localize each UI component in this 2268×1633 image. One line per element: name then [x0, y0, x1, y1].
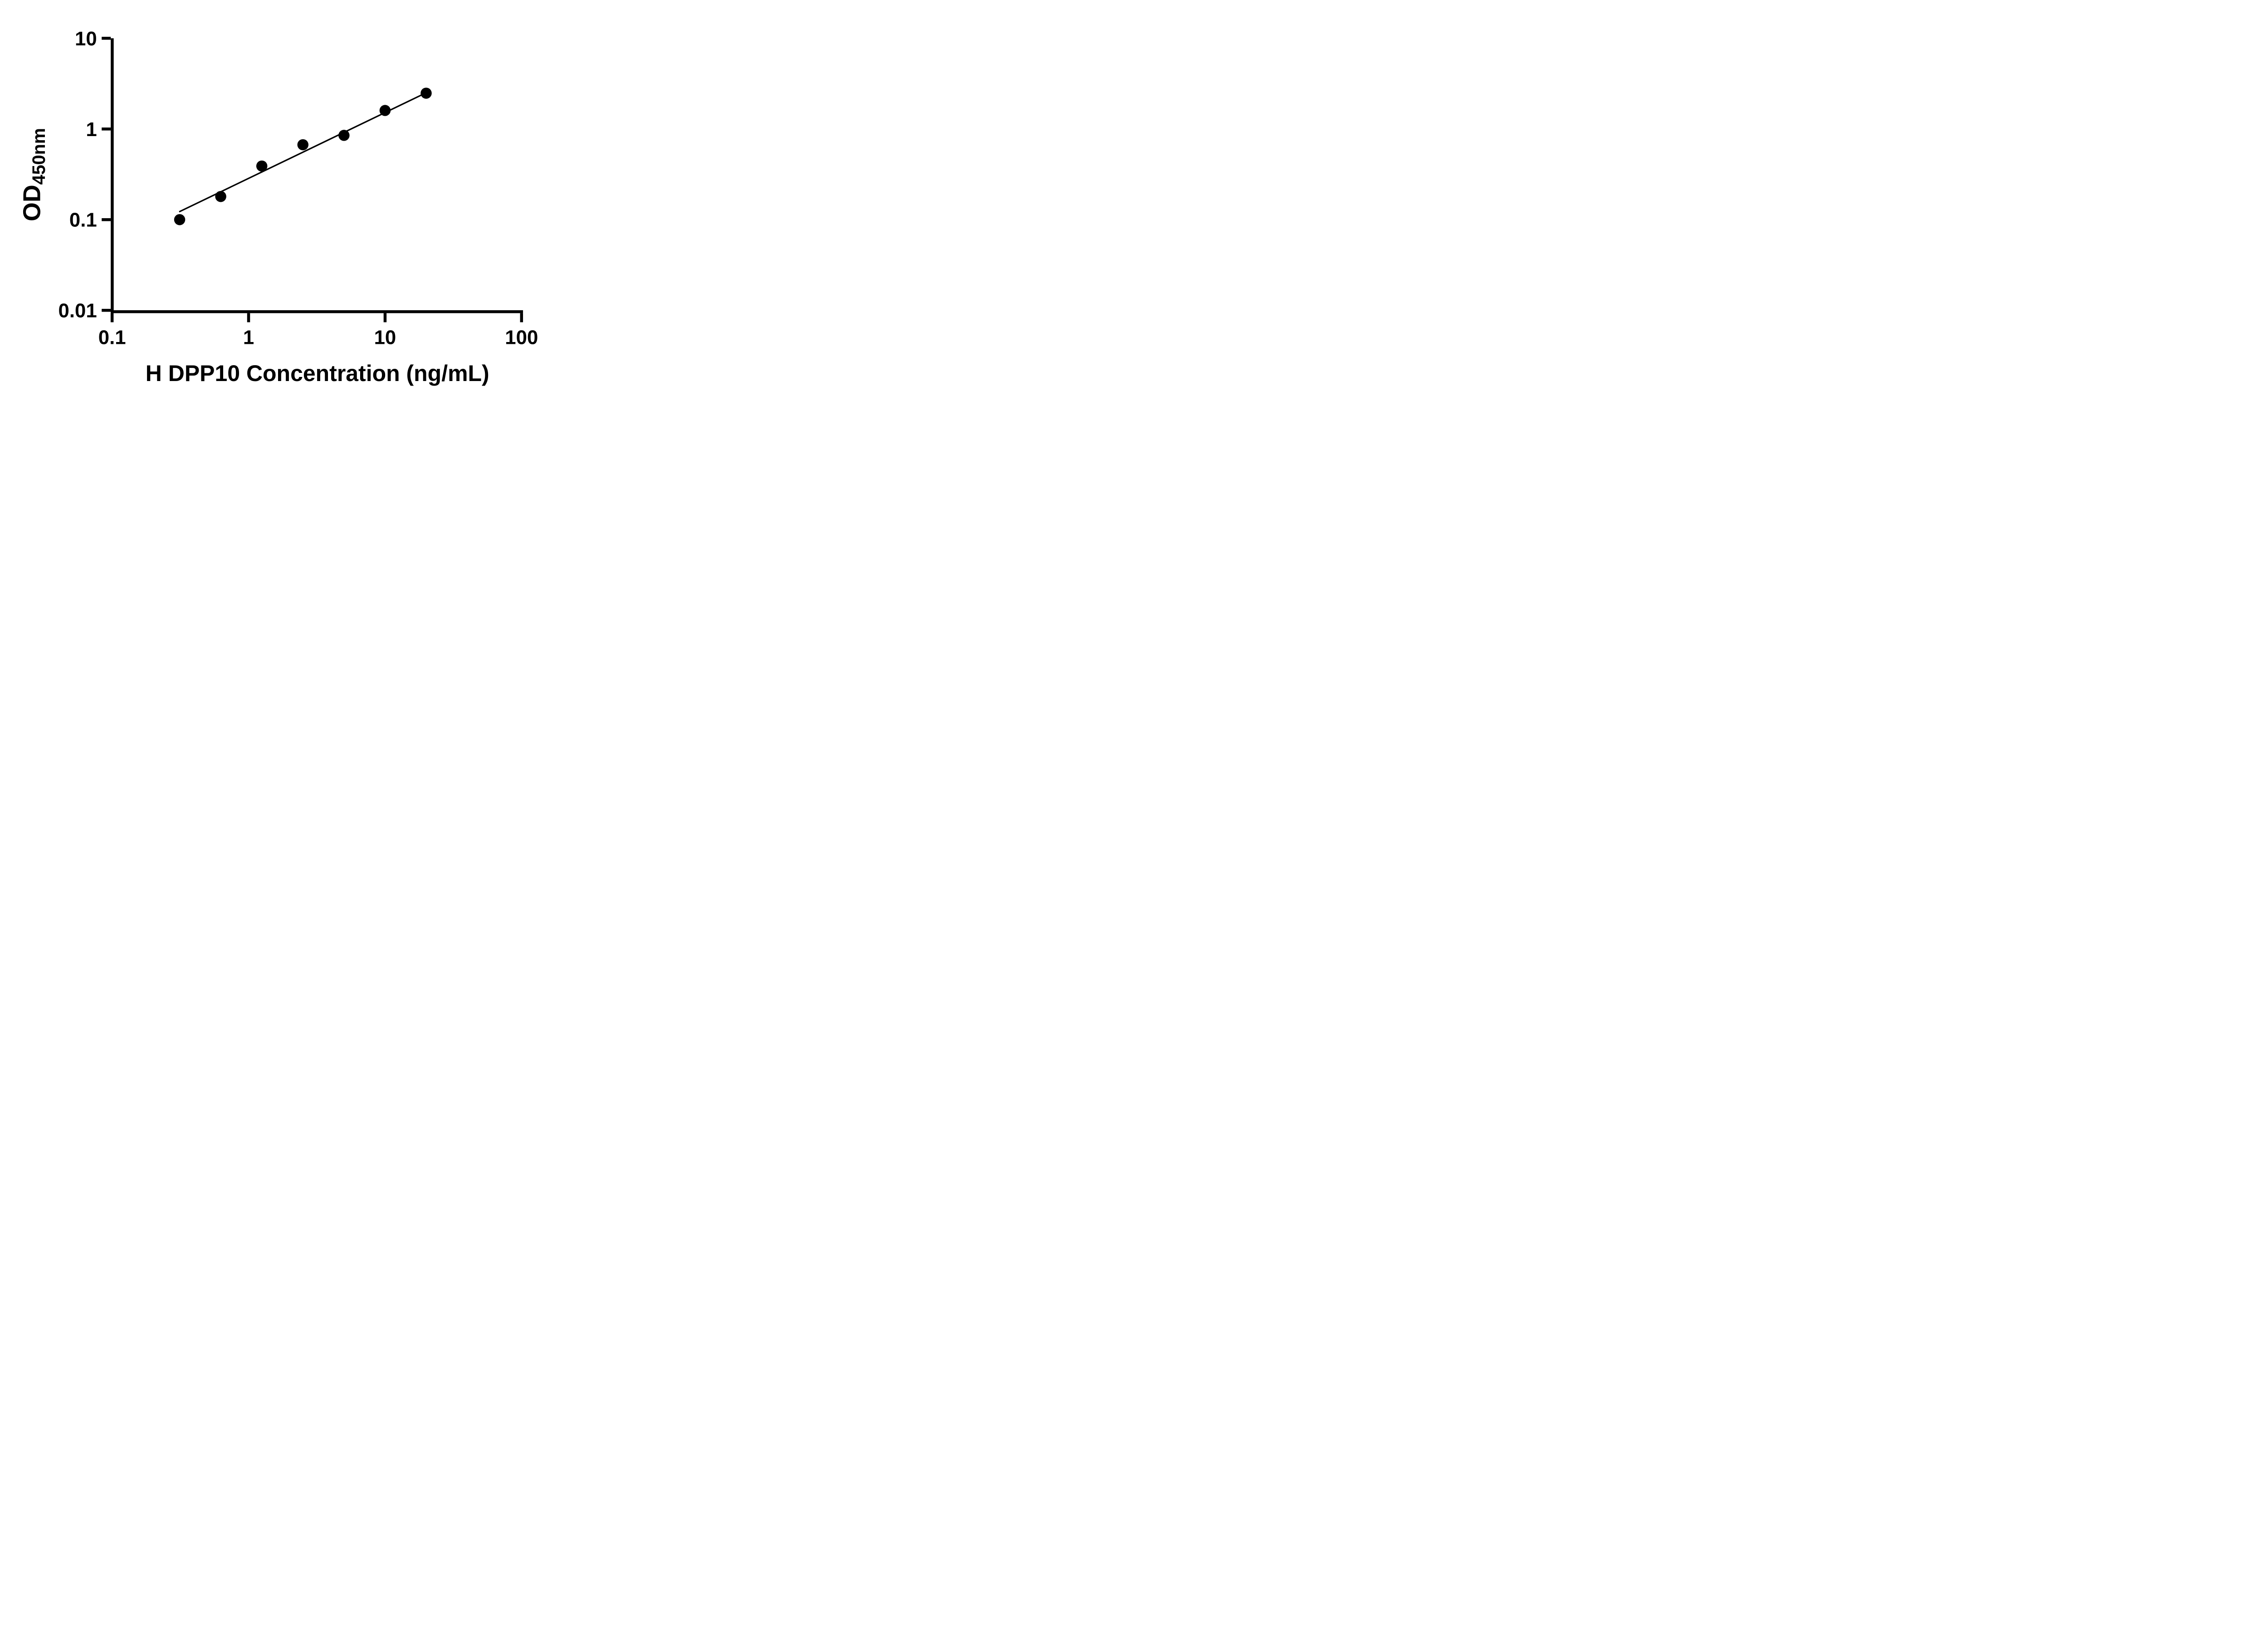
data-point: [256, 160, 268, 172]
x-tick-label: 10: [374, 327, 396, 349]
data-point: [174, 214, 186, 225]
x-tick-label: 1: [243, 327, 254, 349]
y-tick-label: 1: [86, 118, 97, 141]
x-axis: 0.1 1 10 100: [98, 310, 538, 349]
y-axis-title: OD450nm: [19, 128, 49, 221]
y-axis-title-main: OD: [19, 185, 46, 221]
data-point: [338, 130, 350, 141]
y-axis-title-subscript: 450nm: [29, 128, 49, 185]
data-point: [379, 105, 391, 116]
data-point: [215, 191, 226, 202]
elisa-standard-curve-figure: 10 1 0.1 0.01 0.1 1 10 100 H DPP10 Concentrati…: [0, 0, 583, 408]
y-axis-ticks: 10 1 0.1 0.01: [59, 28, 111, 322]
y-tick-label: 0.01: [59, 300, 97, 322]
x-axis-ticks: 0.1 1 10 100: [98, 313, 538, 349]
x-axis-title: H DPP10 Concentration (ng/mL): [146, 361, 489, 386]
y-axis: 10 1 0.1 0.01: [59, 28, 114, 322]
x-tick-label: 0.1: [98, 327, 126, 349]
x-tick-label: 100: [505, 327, 538, 349]
data-points-group: [174, 88, 432, 225]
data-point: [297, 139, 309, 151]
data-point: [420, 88, 432, 99]
y-tick-label: 0.1: [69, 209, 97, 231]
y-tick-label: 10: [75, 28, 97, 50]
